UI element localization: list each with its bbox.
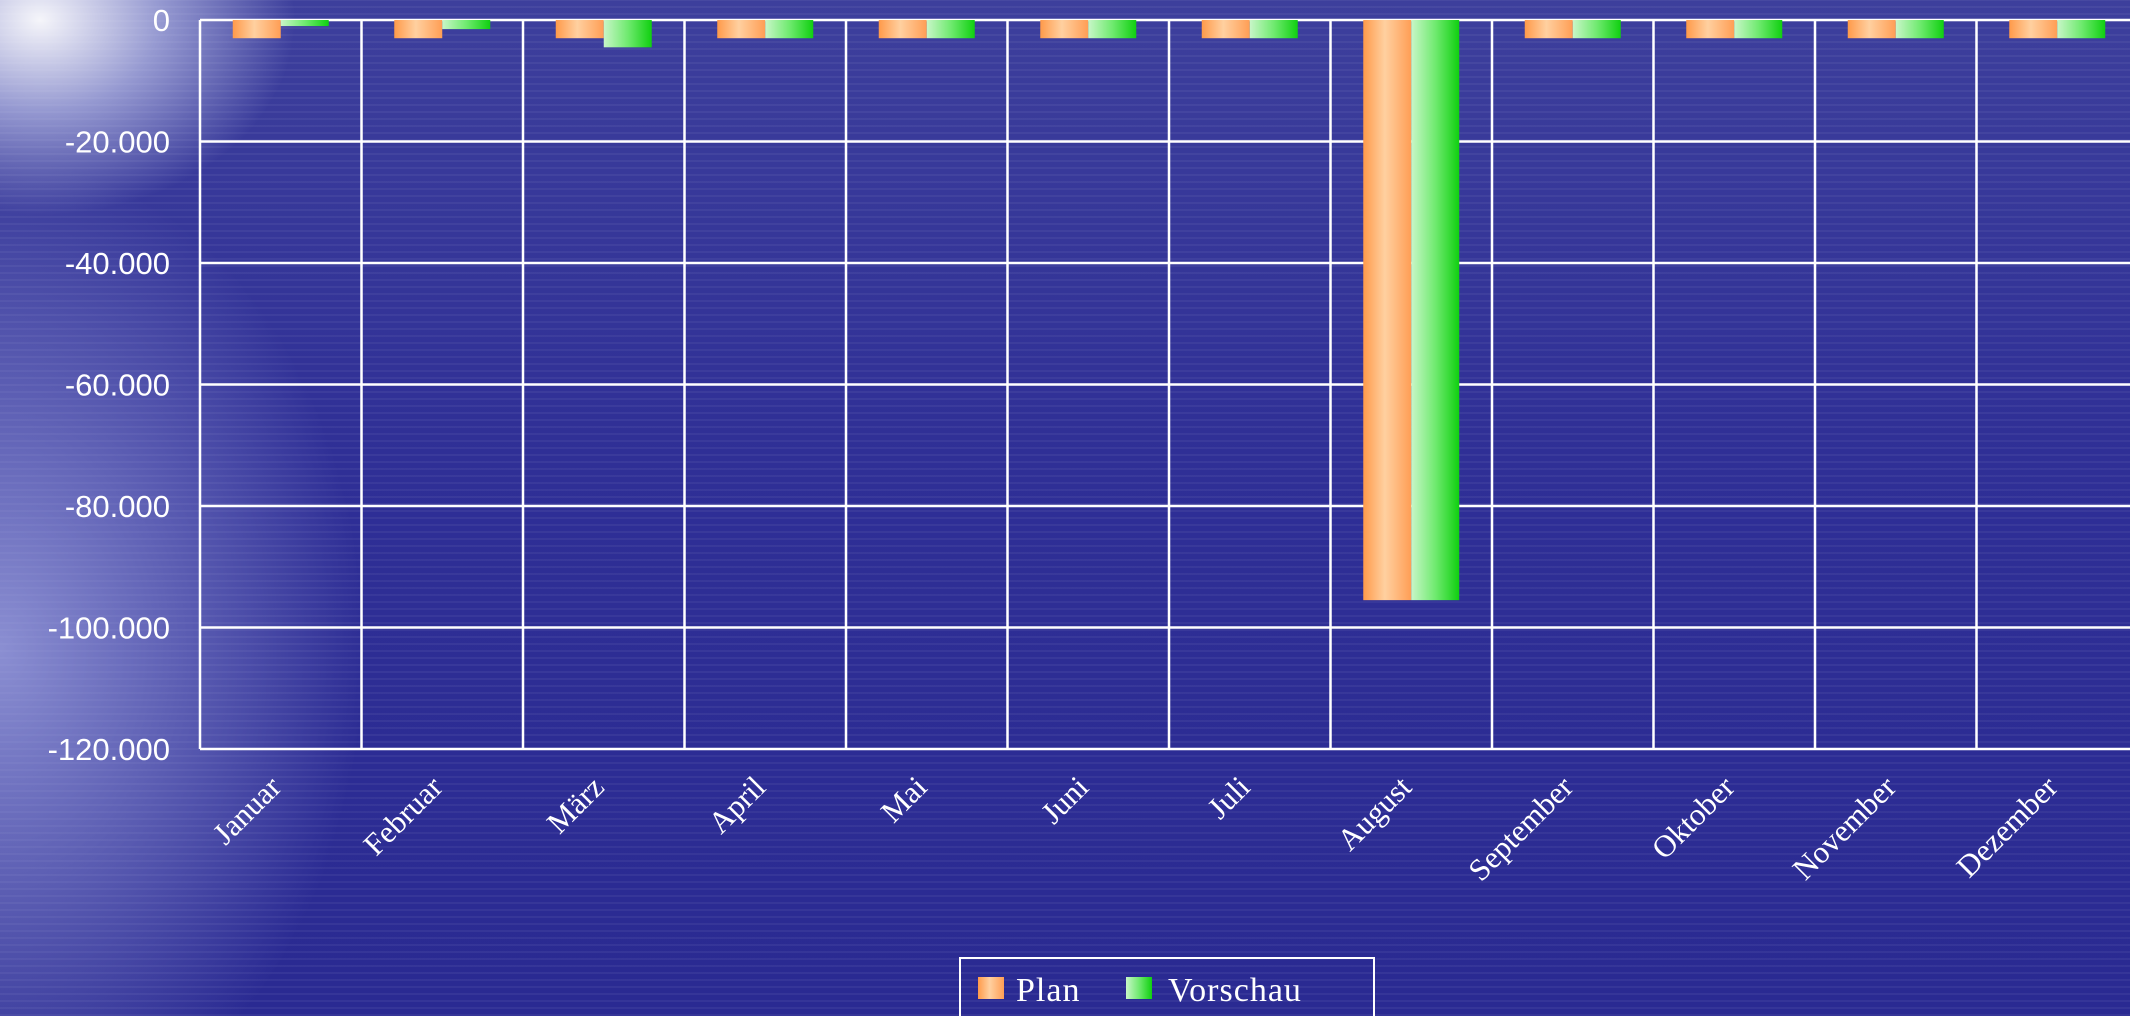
bar-vorschau bbox=[1734, 20, 1783, 39]
bar-vorschau bbox=[1895, 20, 1944, 39]
x-tick-label: Mai bbox=[874, 769, 934, 829]
bar-plan bbox=[1363, 20, 1412, 601]
x-tick-label: Juni bbox=[1034, 769, 1096, 831]
y-tick-label: -80.000 bbox=[65, 489, 170, 524]
x-tick-label: April bbox=[701, 769, 772, 840]
bar-plan bbox=[1524, 20, 1573, 39]
grid bbox=[198, 18, 2130, 751]
x-tick-label: März bbox=[540, 769, 611, 840]
bar-vorschau bbox=[1249, 20, 1298, 39]
bar-vorschau bbox=[926, 20, 975, 39]
bar-plan bbox=[1686, 20, 1735, 39]
x-axis-labels: Januar Februar März April Mai Juni Juli August S… bbox=[206, 769, 2065, 888]
x-tick-label: September bbox=[1461, 769, 1580, 888]
bar-vorschau bbox=[2057, 20, 2106, 39]
bar-plan bbox=[878, 20, 927, 39]
y-tick-label: -40.000 bbox=[65, 246, 170, 281]
y-axis-ticks: 0 -20.000 -40.000 -60.000 -80.000 -100.000 -12… bbox=[48, 3, 170, 767]
bars bbox=[232, 20, 2106, 601]
x-tick-label: Dezember bbox=[1949, 769, 2064, 884]
x-tick-label: November bbox=[1785, 769, 1903, 887]
x-tick-label: Januar bbox=[206, 769, 288, 851]
legend-swatch-vorschau bbox=[1126, 977, 1152, 999]
bar-plan bbox=[555, 20, 604, 39]
y-tick-label: 0 bbox=[153, 3, 170, 38]
bar-vorschau bbox=[1411, 20, 1460, 601]
bar-vorschau bbox=[280, 20, 329, 27]
y-tick-label: -100.000 bbox=[48, 611, 170, 646]
bar-plan bbox=[232, 20, 281, 39]
x-tick-label: Juli bbox=[1200, 769, 1257, 826]
legend-label-vorschau: Vorschau bbox=[1168, 972, 1302, 1009]
bar-plan bbox=[717, 20, 766, 39]
y-tick-label: -60.000 bbox=[65, 368, 170, 403]
bar-vorschau bbox=[1572, 20, 1621, 39]
x-tick-label: Oktober bbox=[1645, 769, 1742, 866]
x-tick-label: August bbox=[1330, 769, 1418, 857]
bar-plan bbox=[2009, 20, 2058, 39]
legend-box bbox=[959, 957, 1375, 1016]
legend-swatch-plan bbox=[978, 977, 1004, 999]
bar-vorschau bbox=[765, 20, 814, 39]
bar-vorschau bbox=[1088, 20, 1137, 39]
bar-vorschau bbox=[603, 20, 652, 48]
bar-plan bbox=[1201, 20, 1250, 39]
bar-plan bbox=[1040, 20, 1089, 39]
legend: Plan Vorschau bbox=[959, 957, 1375, 1016]
bar-plan bbox=[1847, 20, 1896, 39]
y-tick-label: -20.000 bbox=[65, 125, 170, 160]
bar-vorschau bbox=[442, 20, 491, 30]
y-tick-label: -120.000 bbox=[48, 732, 170, 767]
x-tick-label: Februar bbox=[356, 769, 449, 862]
legend-label-plan: Plan bbox=[1016, 972, 1080, 1009]
bar-plan bbox=[394, 20, 443, 39]
